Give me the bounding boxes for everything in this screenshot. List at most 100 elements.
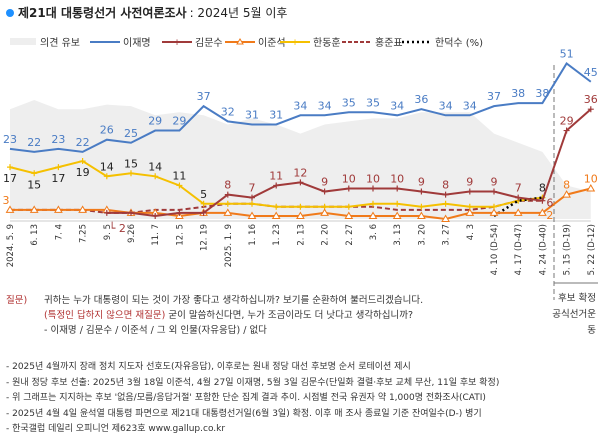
note: - 2025년 4월 4일 윤석열 대통령 파면으로 제21대 대통령선거일(6…: [6, 408, 482, 419]
series-2: 3 2 8 10: [3, 173, 598, 222]
data-point: [273, 203, 280, 210]
data-point: [200, 209, 207, 216]
data-label: 10: [390, 173, 404, 186]
legend-label: 홍준표: [375, 36, 403, 49]
title-main: 제21대 대통령선거 사전여론조사: [18, 6, 187, 20]
x-tick-label: 4. 10 (D-54): [490, 224, 500, 275]
data-label: 10: [584, 173, 598, 186]
data-point: [103, 209, 110, 216]
data-label: 19: [76, 166, 90, 179]
data-label: 10: [366, 173, 380, 186]
data-label: 32: [221, 105, 235, 118]
data-label: 34: [293, 99, 307, 112]
data-label: 17: [51, 172, 65, 185]
data-point: [55, 164, 62, 171]
data-label: 8: [224, 179, 231, 192]
data-label: 8: [442, 179, 449, 192]
series-0: 23 22 23 22 26 25 29 29 37 32 31 31 34 34 35 35 34 36 34 34…: [3, 47, 598, 153]
data-label: 36: [414, 93, 428, 106]
data-label: 8: [539, 182, 546, 195]
data-point: [79, 158, 86, 165]
legend-item: 한덕수 (%): [402, 37, 483, 49]
data-point: [441, 214, 450, 222]
data-point: [176, 209, 183, 216]
plus-marker-icon: +: [291, 38, 299, 48]
data-point: [31, 170, 38, 177]
data-point: [128, 170, 134, 177]
legend-label: 한동훈: [313, 36, 341, 49]
legend-swatch: [10, 38, 36, 45]
series-line: [9, 61, 592, 153]
question-line2: 굳이 말씀하신다면, 누가 조금이라도 더 낫다고 생각하십니까?: [165, 310, 414, 321]
data-point: [103, 173, 110, 180]
legend-label: 이재명: [123, 37, 151, 49]
data-point: [489, 208, 499, 216]
x-tick-label: 3. 6: [369, 224, 379, 240]
data-label: 5: [200, 188, 207, 201]
data-point: [392, 211, 402, 219]
data-label: 7: [515, 182, 522, 195]
data-label: 6: [546, 197, 553, 210]
data-point: [491, 188, 497, 195]
x-tick-label: 11. 7: [151, 224, 161, 246]
annotation-line1: 후보 확정: [558, 293, 596, 304]
x-tick-label: 7. 4: [54, 224, 64, 240]
data-point: [223, 208, 233, 216]
data-label: 34: [390, 99, 404, 112]
data-point: [370, 185, 376, 192]
x-tick-label: 2025. 1. 9: [224, 224, 234, 267]
data-label: 11: [269, 169, 283, 182]
data-point: [417, 211, 426, 219]
data-point: [152, 173, 159, 180]
data-point: [29, 205, 39, 213]
data-label: 29: [148, 115, 162, 128]
legend-item: + 한동훈: [280, 36, 341, 49]
data-point: [249, 200, 255, 207]
x-tick-label: 1. 16: [248, 224, 258, 246]
legend-item: 이준석: [225, 37, 286, 49]
data-point: [465, 208, 475, 216]
data-point: [418, 203, 425, 210]
x-tick-label: 4. 24 (D-40): [538, 224, 548, 275]
data-point: [5, 205, 15, 213]
data-label: 36: [584, 93, 598, 106]
x-tick-label: 7.25: [79, 224, 89, 243]
x-tick-label: 9. 5: [103, 224, 113, 240]
data-point: [176, 182, 183, 189]
data-label: 35: [366, 96, 380, 109]
data-label: 11: [172, 169, 186, 182]
data-label: 9: [491, 176, 498, 189]
data-point: [224, 200, 231, 207]
data-label: 9: [418, 176, 425, 189]
data-label: 29: [560, 115, 574, 128]
plus-marker-icon: +: [173, 38, 181, 48]
note: - 원내 정당 후보 선출: 2025년 3월 18일 이준석, 4월 27일 …: [6, 377, 500, 388]
x-tick-label: 2. 20: [321, 224, 331, 246]
data-point: [466, 188, 473, 195]
data-label: 9: [466, 176, 473, 189]
data-point: [442, 200, 449, 207]
data-label: └ 2: [109, 221, 126, 235]
phase-annotation: 후보 확정 공식선거운동: [546, 291, 596, 339]
data-label: 35: [342, 96, 356, 109]
data-label: 31: [269, 108, 283, 121]
data-label: 15: [124, 157, 138, 170]
data-label: 7: [249, 182, 256, 195]
x-tick-label: 2. 27: [345, 224, 355, 246]
data-point: [587, 106, 594, 113]
chart-title: 제21대 대통령선거 사전여론조사 : 2024년 5월 이후: [6, 4, 287, 21]
data-point: [321, 188, 328, 195]
data-point: [296, 211, 305, 219]
note: - 2025년 4월까지 장래 정치 지도자 선호도(자유응답), 이후로는 원…: [6, 362, 411, 372]
data-point: [538, 208, 547, 216]
data-label: 51: [560, 47, 574, 60]
question-line2-red: (특정인 답하지 않으면 재질문): [44, 310, 166, 321]
series-5: 8: [493, 182, 546, 218]
x-tick-label: 2. 13: [296, 224, 306, 246]
x-tick-label: 3. 20: [417, 224, 427, 246]
data-label: 37: [197, 90, 211, 103]
opinion-reserve-area: [10, 100, 591, 219]
note: - 위 그래프는 지지하는 후보 '없음/모름/응답거절' 포함한 단순 집계 …: [6, 393, 486, 403]
data-label: 17: [3, 172, 17, 185]
